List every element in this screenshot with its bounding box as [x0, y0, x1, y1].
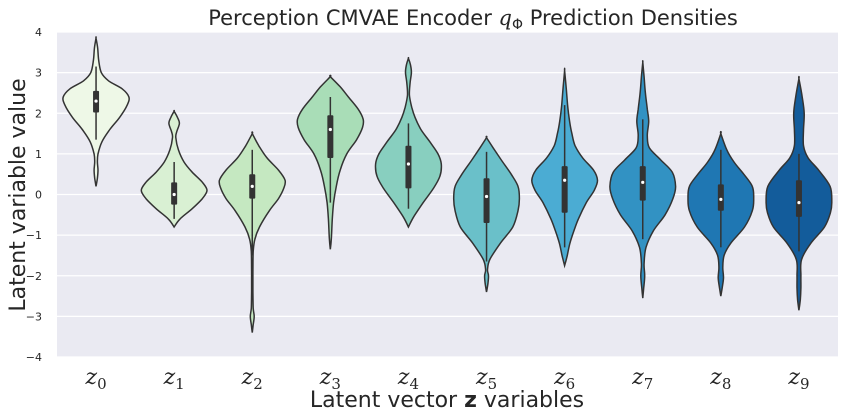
x-tick-label-6: z6: [553, 365, 575, 393]
y-tick-label: −3: [26, 310, 42, 323]
median-5: [484, 194, 489, 199]
median-3: [328, 127, 332, 132]
y-tick-label: 3: [35, 67, 42, 80]
violins: [62, 36, 833, 333]
x-tick-labels: z0 z1 z2 z3 z4 z5 z6 z7 z8 z9: [84, 365, 809, 393]
median-9: [797, 201, 801, 205]
x-axis-label: Latent vector z variables: [310, 388, 584, 413]
iqr-box-4: [405, 145, 412, 189]
x-tick-label-8: z8: [709, 365, 731, 393]
y-tick-label: −1: [26, 229, 42, 242]
x-axis-label-post: variables: [477, 388, 584, 413]
y-axis-label: Latent variable value: [6, 78, 31, 311]
x-tick-label-0: z0: [84, 365, 106, 393]
y-tick-label: 0: [35, 189, 42, 202]
y-tick-label: 1: [35, 148, 42, 161]
x-tick-label-7: z7: [631, 365, 653, 393]
y-tick-label: 2: [35, 107, 42, 120]
median-6: [563, 178, 567, 182]
x-tick-label-4: z4: [397, 365, 419, 393]
x-tick-label-5: z5: [475, 365, 497, 393]
x-axis-label-pre: Latent vector: [310, 388, 464, 413]
x-tick-label-3: z3: [319, 365, 341, 393]
median-1: [172, 192, 176, 197]
chart-title-sub: Φ: [512, 17, 523, 33]
median-4: [406, 162, 411, 166]
y-tick-label: −4: [26, 351, 42, 364]
iqr-box-5: [483, 178, 490, 223]
iqr-box-8: [717, 184, 724, 211]
x-tick-label-2: z2: [241, 365, 263, 393]
y-tick-label: −2: [26, 270, 42, 283]
median-2: [250, 184, 254, 188]
x-tick-label-9: z9: [787, 365, 809, 393]
median-0: [94, 99, 98, 103]
chart-title: Perception CMVAE Encoder qΦ Prediction D…: [208, 6, 738, 33]
y-tick-label: 4: [35, 26, 42, 39]
iqr-box-3: [327, 115, 334, 158]
x-axis-label-bold: z: [464, 388, 477, 413]
iqr-box-6: [561, 166, 568, 213]
chart-title-text: Perception CMVAE Encoder: [208, 6, 498, 30]
y-tick-labels: −4 −3 −2 −1 0 1 2 3 4: [26, 26, 42, 364]
iqr-box-9: [795, 180, 802, 217]
chart-title-math: q: [499, 6, 512, 30]
grid-lines: [57, 31, 838, 358]
median-7: [641, 180, 645, 184]
median-8: [719, 197, 723, 201]
x-tick-label-1: z1: [163, 365, 185, 393]
chart-title-tail: Prediction Densities: [523, 6, 738, 30]
